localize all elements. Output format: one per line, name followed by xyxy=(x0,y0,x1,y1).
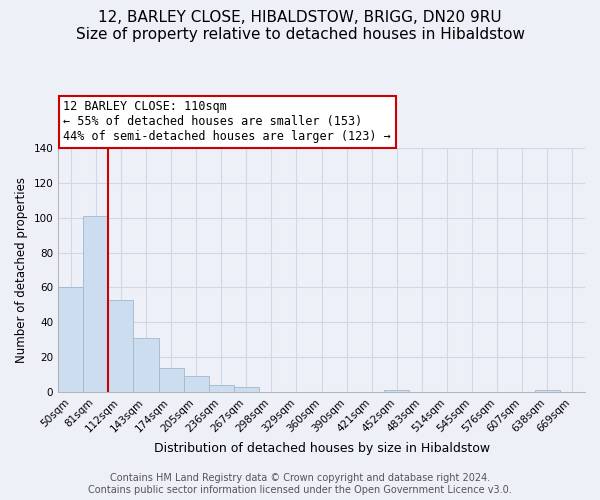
Y-axis label: Number of detached properties: Number of detached properties xyxy=(15,177,28,363)
Bar xyxy=(385,390,409,392)
Bar xyxy=(184,376,209,392)
Bar xyxy=(158,368,184,392)
Bar xyxy=(58,288,83,392)
Text: Contains HM Land Registry data © Crown copyright and database right 2024.
Contai: Contains HM Land Registry data © Crown c… xyxy=(88,474,512,495)
Text: 12 BARLEY CLOSE: 110sqm
← 55% of detached houses are smaller (153)
44% of semi-d: 12 BARLEY CLOSE: 110sqm ← 55% of detache… xyxy=(64,100,391,143)
Bar xyxy=(535,390,560,392)
Bar xyxy=(209,385,234,392)
Bar xyxy=(109,300,133,392)
Bar xyxy=(234,386,259,392)
Text: 12, BARLEY CLOSE, HIBALDSTOW, BRIGG, DN20 9RU
Size of property relative to detac: 12, BARLEY CLOSE, HIBALDSTOW, BRIGG, DN2… xyxy=(76,10,524,42)
X-axis label: Distribution of detached houses by size in Hibaldstow: Distribution of detached houses by size … xyxy=(154,442,490,455)
Bar xyxy=(83,216,109,392)
Bar xyxy=(133,338,158,392)
